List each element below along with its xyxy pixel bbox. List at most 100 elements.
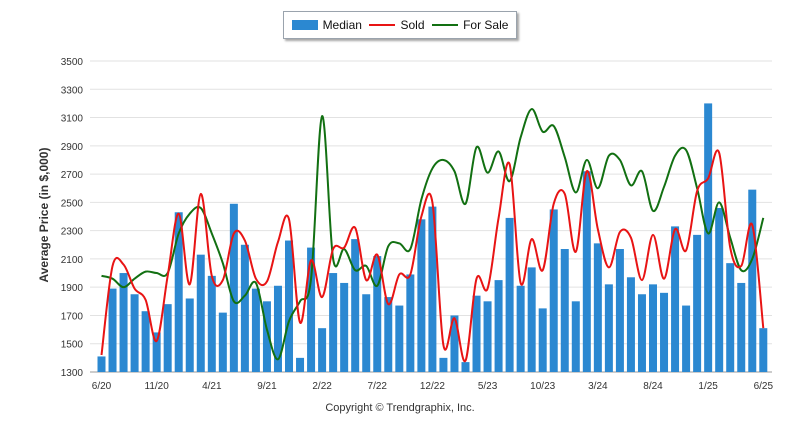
y-tick-label: 1700 [61,311,84,322]
y-tick-label: 1500 [61,340,84,351]
bar-median [483,301,492,372]
y-tick-label: 3100 [61,114,84,125]
bar-median [538,308,547,372]
bar-median [373,256,382,372]
copyright-text: Copyright © Trendgraphix, Inc. [325,402,475,414]
bar-median [273,285,282,372]
bar-median [428,206,437,372]
bar-median [340,282,349,372]
bar-median [119,273,128,372]
bar-median [362,294,371,372]
bar-median [296,357,305,372]
bar-median [527,267,536,372]
bar-median [130,294,139,372]
x-tick-label: 12/22 [420,381,445,392]
bar-median [649,284,657,372]
bar-median [240,244,249,372]
bar-median [582,171,591,372]
bar-median [626,277,635,372]
bar-median [671,226,680,372]
bar-median [141,311,150,372]
bar-median [472,295,481,372]
x-tick-label: 6/20 [92,381,112,392]
bar-median [637,294,646,372]
bar-median [196,254,205,372]
y-tick-label: 3300 [61,85,84,96]
legend-item-median[interactable]: Median [291,18,362,32]
bar-median [307,247,316,372]
bar-median [152,332,161,372]
bar-median [229,203,238,372]
bar-median [560,249,569,372]
bar-median [218,312,227,372]
bar-median [384,297,393,372]
y-tick-label: 1900 [61,283,84,294]
y-tick-label: 2900 [61,142,84,153]
bar-median [417,219,426,372]
line-for-sale [101,108,765,361]
x-tick-label: 8/24 [643,381,663,392]
bar-median [406,274,415,372]
legend-swatch-for-sale [432,24,459,26]
bar-median [726,263,735,372]
bar-median [185,298,194,372]
bar-median [351,239,360,372]
bar-median [329,273,338,372]
x-tick-label: 9/21 [257,381,277,392]
legend-label-median: Median [322,18,362,32]
y-tick-label: 2500 [61,198,84,209]
bar-median [715,208,724,372]
y-tick-label: 2100 [61,255,84,266]
legend-label-for-sale: For Sale [463,18,509,32]
bar-median [693,234,702,372]
legend-item-sold[interactable]: Sold [369,18,425,32]
bar-median [593,243,602,372]
bar-median [108,288,117,372]
bar-median [439,357,448,372]
y-tick-label: 1300 [61,368,84,379]
legend-swatch-sold [369,24,396,26]
x-tick-label: 10/23 [530,381,555,392]
bar-median [737,282,746,372]
x-tick-label: 7/22 [368,381,388,392]
y-tick-label: 2300 [61,227,84,238]
x-tick-label: 5/23 [478,381,498,392]
bar-median [748,189,757,372]
y-tick-label: 2700 [61,170,84,181]
bar-median [704,103,713,372]
x-tick-label: 3/24 [588,381,608,392]
legend: Median Sold For Sale [283,11,517,39]
bar-median [207,275,216,372]
bar-median [505,217,514,372]
y-tick-label: 3500 [61,57,84,68]
y-axis-label: Average Price (in $,000) [37,147,51,283]
legend-item-for-sale[interactable]: For Sale [432,18,508,32]
bar-median [494,280,503,372]
bar-median [571,301,580,372]
bar-median [660,292,669,372]
bar-median [615,249,624,372]
bar-median [461,362,470,372]
bar-median [97,356,106,372]
x-tick-label: 4/21 [202,381,222,392]
bar-median [604,284,613,372]
bar-median [285,240,294,372]
bar-median [262,301,271,372]
bar-median [682,305,691,372]
bar-median [395,305,404,372]
bar-median [251,288,260,372]
legend-swatch-median [291,20,318,30]
bar-median [174,212,183,372]
bar-median [759,328,768,372]
legend-label-sold: Sold [400,18,425,32]
x-tick-label: 6/25 [754,381,774,392]
x-tick-label: 2/22 [312,381,332,392]
x-tick-label: 1/25 [698,381,718,392]
bar-median [450,315,459,372]
bar-median [163,304,172,372]
bar-median [318,328,327,372]
bar-median [516,285,525,372]
line-sold [100,149,765,362]
